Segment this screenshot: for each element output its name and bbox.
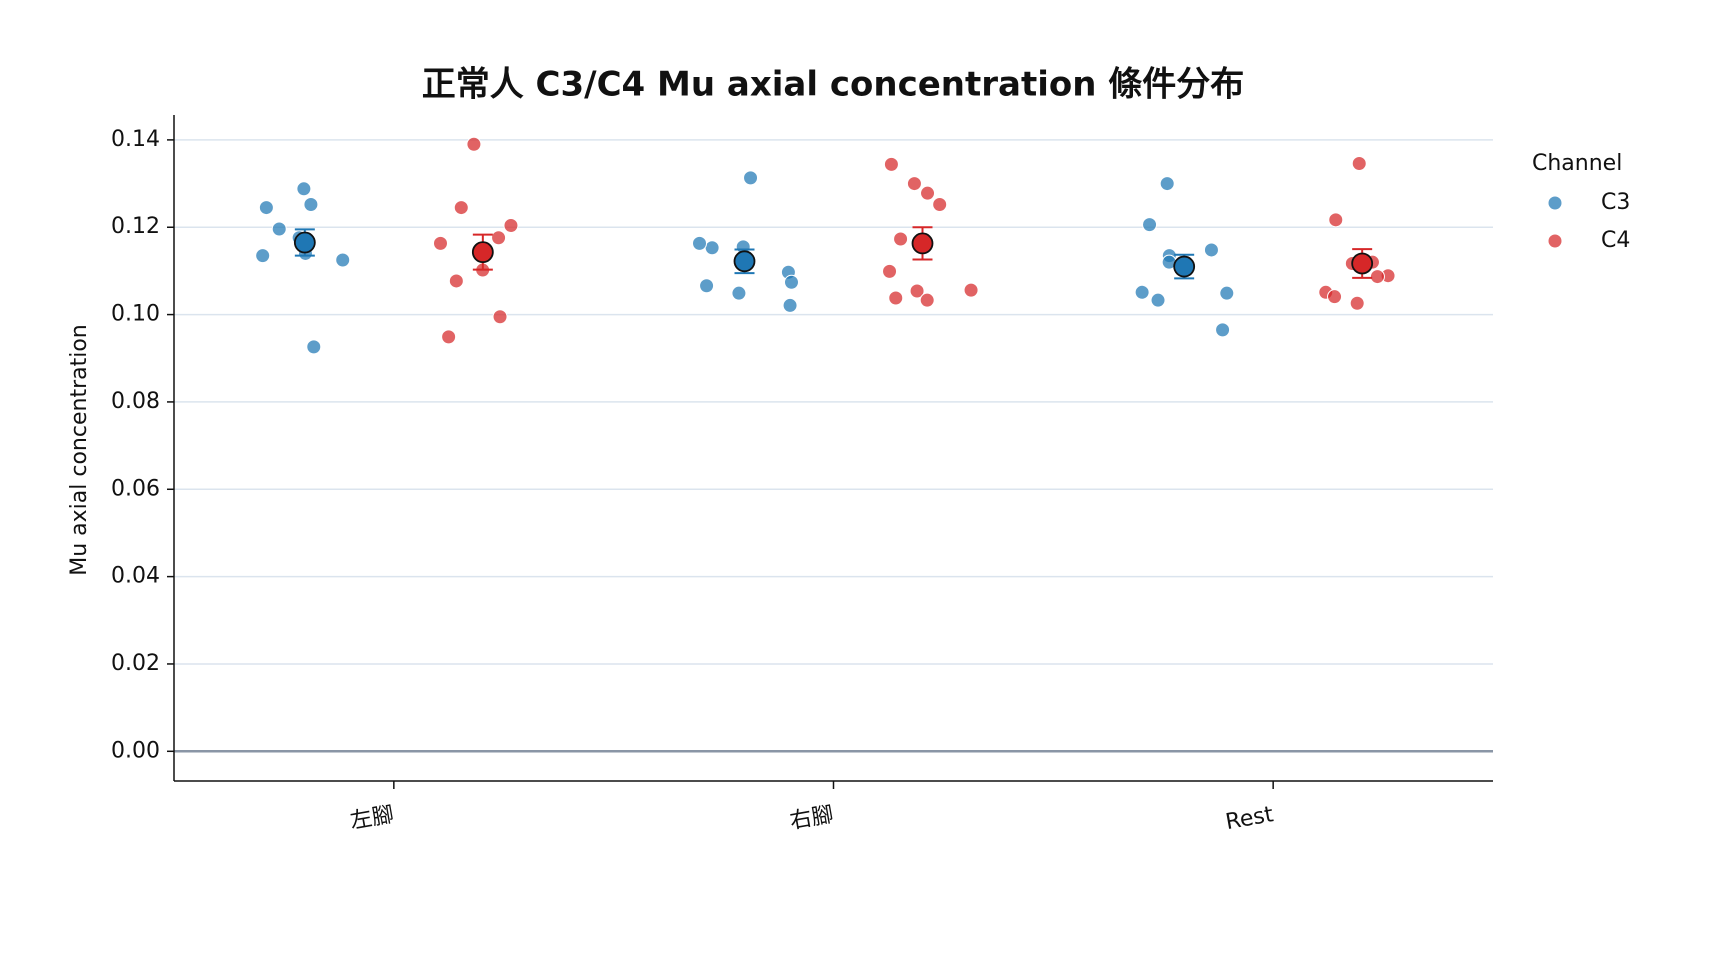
legend-marker — [1547, 233, 1563, 249]
x-tick-label: 左腳 — [348, 802, 396, 834]
data-point — [1203, 242, 1219, 258]
data-point — [503, 217, 519, 233]
data-point — [1219, 285, 1235, 301]
y-tick-label: 0.02 — [111, 651, 160, 676]
data-point — [704, 240, 720, 256]
data-point — [448, 273, 464, 289]
y-tick-label: 0.08 — [111, 389, 160, 414]
data-point — [1351, 155, 1367, 171]
data-point — [909, 283, 925, 299]
data-point — [1134, 284, 1150, 300]
data-point — [255, 248, 271, 264]
data-point — [303, 197, 319, 213]
data-point — [963, 282, 979, 298]
data-point — [888, 290, 904, 306]
data-point — [882, 263, 898, 279]
data-point — [453, 200, 469, 216]
data-point — [1328, 212, 1344, 228]
data-point — [932, 197, 948, 213]
data-point — [692, 235, 708, 251]
y-tick-label: 0.04 — [111, 564, 160, 589]
data-point — [492, 309, 508, 325]
data-point — [731, 285, 747, 301]
legend-marker — [1547, 195, 1563, 211]
data-point — [1215, 322, 1231, 338]
y-tick-label: 0.12 — [111, 214, 160, 239]
data-point — [1142, 217, 1158, 233]
x-tick-label: 右腳 — [788, 802, 836, 834]
mean-point — [293, 231, 316, 254]
data-point — [1369, 269, 1385, 285]
mean-point — [1351, 252, 1374, 275]
data-point — [1150, 292, 1166, 308]
data-point — [919, 292, 935, 308]
data-point — [1159, 176, 1175, 192]
data-point — [883, 156, 899, 172]
mean-point — [733, 250, 756, 273]
y-tick-label: 0.14 — [111, 127, 160, 152]
data-point — [466, 136, 482, 152]
y-tick-label: 0.10 — [111, 302, 160, 327]
data-point — [906, 176, 922, 192]
legend-label: C4 — [1601, 228, 1630, 253]
mean-point — [911, 232, 934, 255]
y-axis-label: Mu axial concentration — [67, 324, 92, 576]
data-point — [432, 235, 448, 251]
data-point — [296, 181, 312, 197]
data-point — [271, 221, 287, 237]
x-tick-label: Rest — [1224, 802, 1276, 835]
y-tick-label: 0.06 — [111, 476, 160, 501]
legend-label: C3 — [1601, 190, 1630, 215]
chart-title: 正常人 C3/C4 Mu axial concentration 條件分布 — [422, 65, 1245, 105]
legend-title: Channel — [1532, 151, 1622, 176]
y-tick-label: 0.00 — [111, 738, 160, 763]
data-point — [699, 278, 715, 294]
data-point — [782, 297, 798, 313]
data-point — [491, 230, 507, 246]
data-point — [441, 329, 457, 345]
data-point — [1327, 289, 1343, 305]
data-point — [258, 200, 274, 216]
data-point — [335, 252, 351, 268]
data-point — [306, 339, 322, 355]
data-point — [920, 185, 936, 201]
data-point — [743, 170, 759, 186]
data-point — [1349, 295, 1365, 311]
mean-point — [1173, 255, 1196, 278]
data-point — [783, 274, 799, 290]
mean-point — [471, 241, 494, 264]
data-point — [893, 231, 909, 247]
